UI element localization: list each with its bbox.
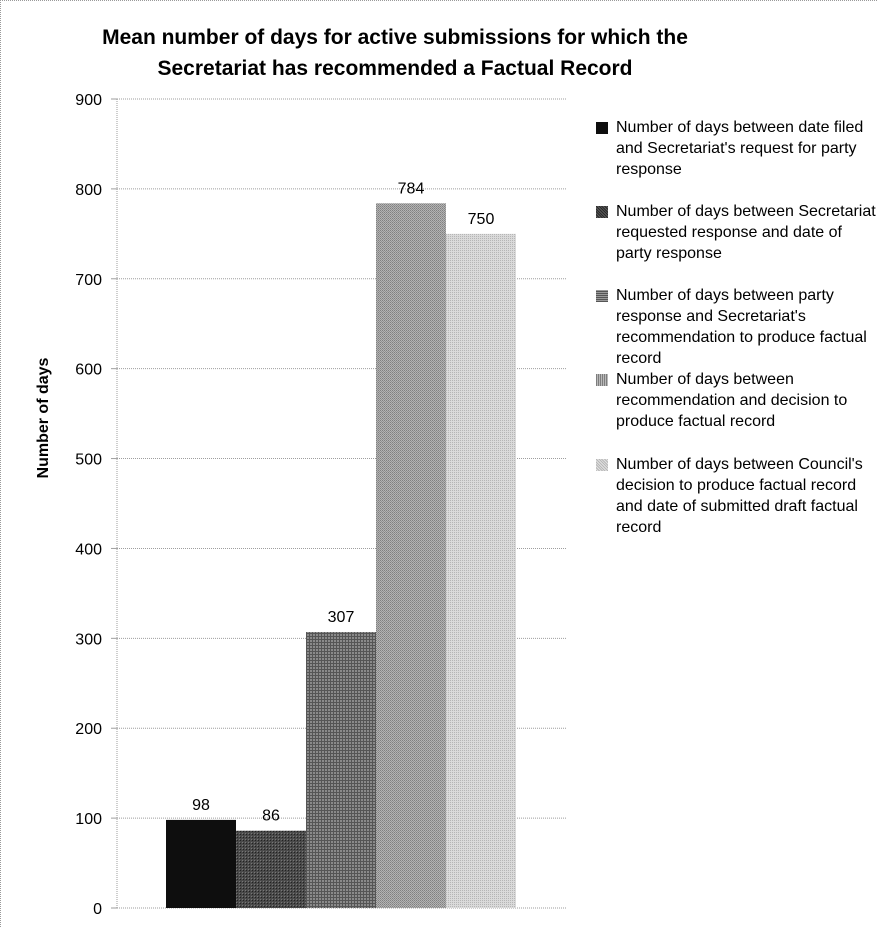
bar [236,830,306,908]
legend-swatch [596,459,608,471]
y-tick-label: 400 [75,541,102,558]
data-labels: 98 86 307 784 750 [192,180,494,824]
legend-swatch [596,374,608,386]
legend-item: Number of days between party response an… [596,285,878,369]
y-axis-ticks: 0 100 200 300 400 500 600 700 800 900 [75,92,102,918]
y-tick-label: 500 [75,452,102,469]
legend-item: Number of days between Council's decisio… [596,454,878,538]
legend-label: Number of days between Secretariat reque… [616,203,876,262]
y-tick-label: 0 [93,901,102,918]
y-tick-label: 900 [75,92,102,109]
legend: Number of days between date filed and Se… [596,117,878,559]
bar [306,632,376,908]
legend-swatch [596,290,608,302]
y-tick-label: 200 [75,721,102,738]
data-label: 784 [398,180,425,197]
y-tick-label: 700 [75,272,102,289]
legend-item: Number of days between Secretariat reque… [596,201,878,264]
legend-label: Number of days between recommendation an… [616,371,848,430]
bar [166,819,236,908]
y-tick-label: 300 [75,631,102,648]
bar [446,233,516,909]
legend-swatch [596,206,608,218]
chart-title-line-2: Secretariat has recommended a Factual Re… [157,57,633,80]
data-label: 86 [262,808,280,825]
data-label: 307 [328,609,355,626]
data-label: 98 [192,797,210,814]
y-tick-label: 100 [75,811,102,828]
y-tick-label: 800 [75,182,102,199]
data-label: 750 [468,211,495,228]
legend-label: Number of days between party response an… [616,287,867,367]
bars [166,203,516,909]
chart-title: Mean number of days for active submissio… [60,22,730,84]
legend-item: Number of days between date filed and Se… [596,117,878,180]
legend-item: Number of days between recommendation an… [596,369,878,432]
legend-label: Number of days between Council's decisio… [616,456,863,536]
y-tick-label: 600 [75,362,102,379]
legend-swatch [596,122,608,134]
legend-label: Number of days between date filed and Se… [616,119,864,178]
bar [376,203,446,908]
chart-title-line-1: Mean number of days for active submissio… [102,26,688,49]
